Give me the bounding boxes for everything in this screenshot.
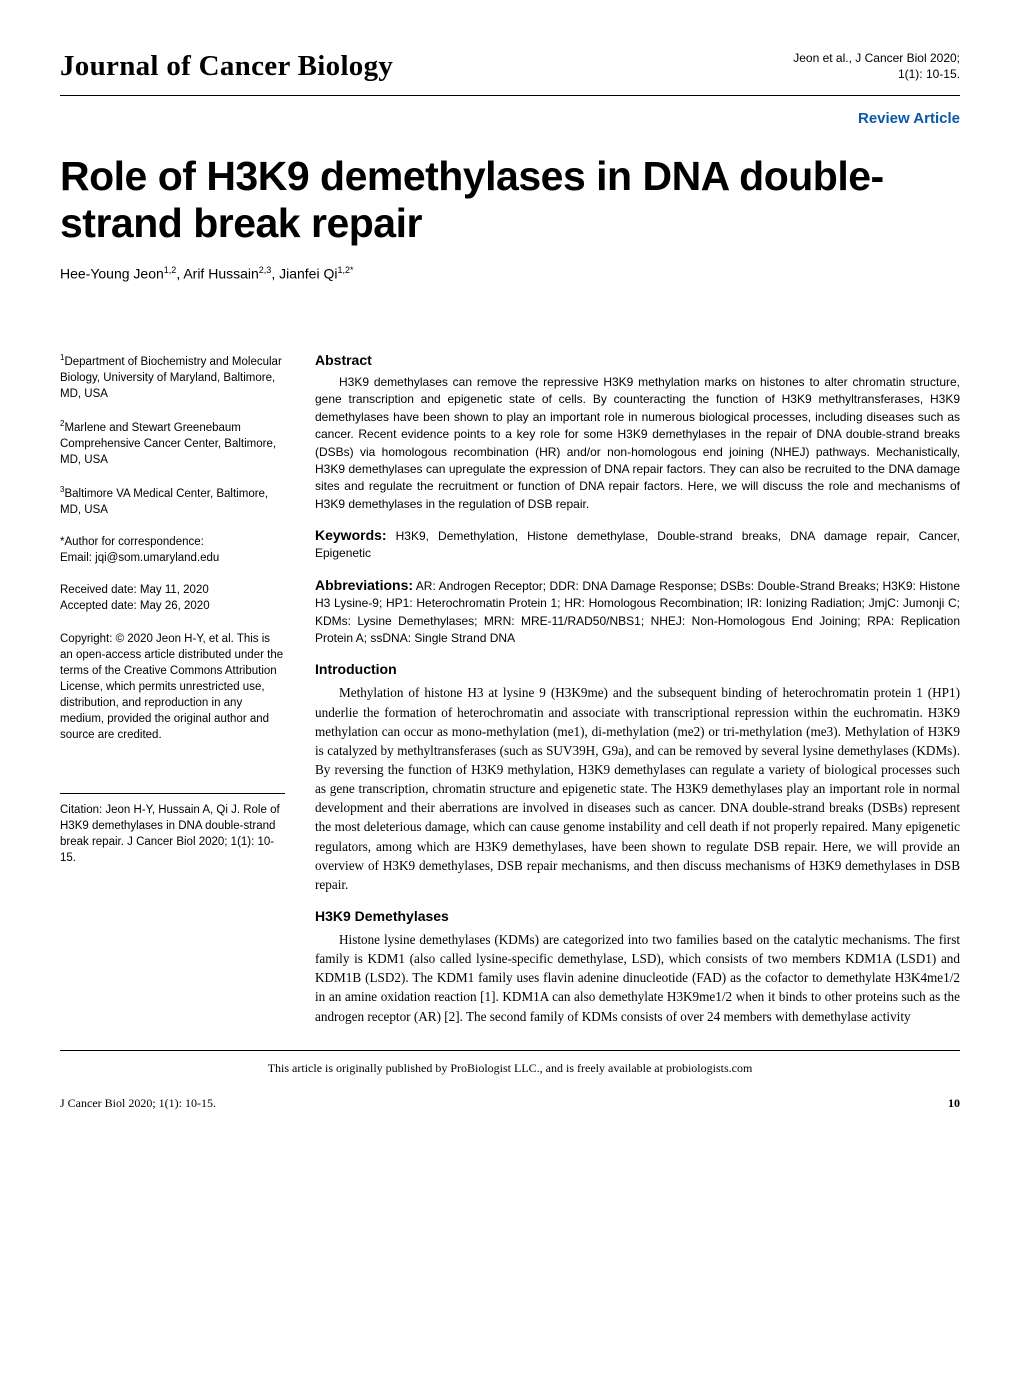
author-2-sup: 2,3	[259, 265, 272, 275]
affiliation-2: 2Marlene and Stewart Greenebaum Comprehe…	[60, 418, 285, 468]
abstract-heading: Abstract	[315, 352, 960, 368]
footer-bottom-row: J Cancer Biol 2020; 1(1): 10-15. 10	[60, 1096, 960, 1111]
abstract-body: H3K9 demethylases can remove the repress…	[315, 374, 960, 513]
header-citation: Jeon et al., J Cancer Biol 2020; 1(1): 1…	[793, 50, 960, 82]
footer: This article is originally published by …	[60, 1050, 960, 1111]
author-1-sup: 1,2	[164, 265, 177, 275]
header-rule	[60, 95, 960, 96]
affiliation-3: 3Baltimore VA Medical Center, Baltimore,…	[60, 484, 285, 518]
abbreviations-label: Abbreviations:	[315, 577, 413, 593]
keywords-text: H3K9, Demethylation, Histone demethylase…	[315, 529, 960, 560]
dates-block: Received date: May 11, 2020 Accepted dat…	[60, 582, 285, 614]
copyright-block: Copyright: © 2020 Jeon H-Y, et al. This …	[60, 631, 285, 744]
correspondence-block: *Author for correspondence: Email: jqi@s…	[60, 534, 285, 566]
aff-3-text: Baltimore VA Medical Center, Baltimore, …	[60, 488, 268, 516]
citation-line-2: 1(1): 10-15.	[793, 66, 960, 82]
author-sep-1: , Arif Hussain	[176, 266, 258, 282]
authors-line: Hee-Young Jeon1,2, Arif Hussain2,3, Jian…	[60, 265, 960, 282]
received-date: Received date: May 11, 2020	[60, 582, 285, 598]
aff-1-text: Department of Biochemistry and Molecular…	[60, 356, 282, 400]
section2-body: Histone lysine demethylases (KDMs) are c…	[315, 930, 960, 1026]
aff-2-text: Marlene and Stewart Greenebaum Comprehen…	[60, 422, 276, 466]
abbreviations-line: Abbreviations: AR: Androgen Receptor; DD…	[315, 575, 960, 648]
main-content: Abstract H3K9 demethylases can remove th…	[315, 352, 960, 1026]
header-row: Journal of Cancer Biology Jeon et al., J…	[60, 50, 960, 83]
affiliation-1: 1Department of Biochemistry and Molecula…	[60, 352, 285, 402]
page-container: Journal of Cancer Biology Jeon et al., J…	[0, 0, 1020, 1141]
footer-publisher-line: This article is originally published by …	[60, 1061, 960, 1076]
author-sep-2: , Jianfei Qi	[271, 266, 337, 282]
correspondence-email: Email: jqi@som.umaryland.edu	[60, 550, 285, 566]
left-sidebar: 1Department of Biochemistry and Molecula…	[60, 352, 285, 1026]
journal-title: Journal of Cancer Biology	[60, 50, 393, 83]
citation-line-1: Jeon et al., J Cancer Biol 2020;	[793, 50, 960, 66]
introduction-body: Methylation of histone H3 at lysine 9 (H…	[315, 683, 960, 894]
author-3-sup: 1,2*	[337, 265, 353, 275]
page-number: 10	[948, 1096, 960, 1111]
section2-heading: H3K9 Demethylases	[315, 908, 960, 924]
citation-block: Citation: Jeon H-Y, Hussain A, Qi J. Rol…	[60, 793, 285, 866]
introduction-heading: Introduction	[315, 661, 960, 677]
keywords-label: Keywords:	[315, 527, 387, 543]
accepted-date: Accepted date: May 26, 2020	[60, 598, 285, 614]
correspondence-label: *Author for correspondence:	[60, 534, 285, 550]
article-title: Role of H3K9 demethylases in DNA double-…	[60, 153, 960, 247]
keywords-line: Keywords: H3K9, Demethylation, Histone d…	[315, 525, 960, 563]
footer-citation: J Cancer Biol 2020; 1(1): 10-15.	[60, 1096, 216, 1111]
author-1: Hee-Young Jeon	[60, 266, 164, 282]
article-type-label: Review Article	[60, 110, 960, 127]
two-column-layout: 1Department of Biochemistry and Molecula…	[60, 352, 960, 1026]
